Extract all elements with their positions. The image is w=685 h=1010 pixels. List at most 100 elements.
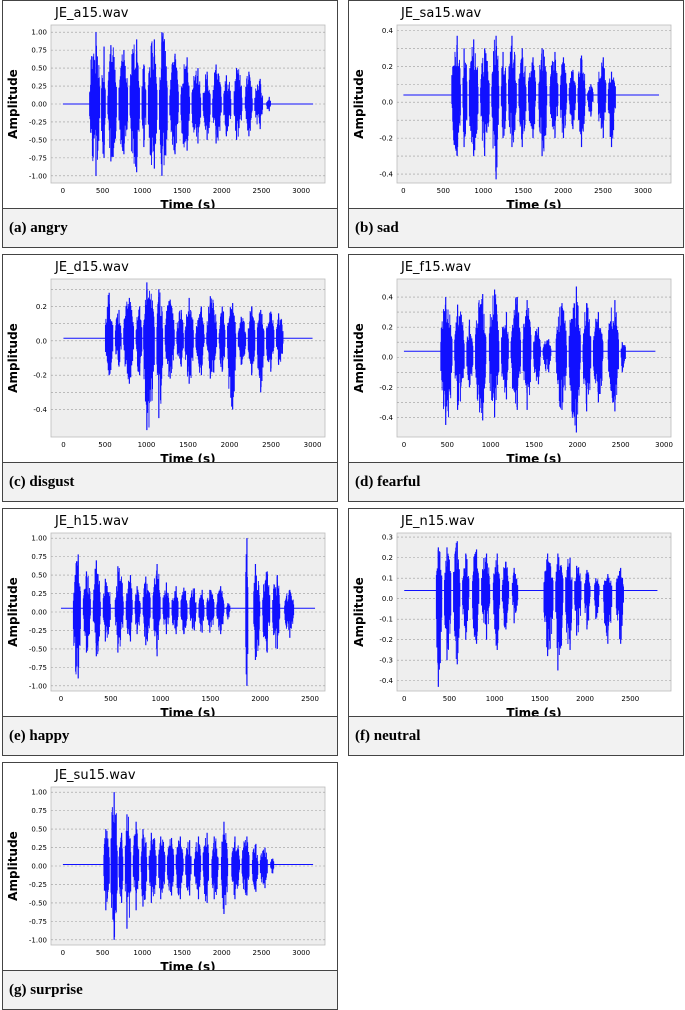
- y-tick-label: -0.2: [379, 135, 393, 143]
- y-axis-label: Amplitude: [352, 577, 366, 647]
- y-tick-label: 1.00: [31, 789, 47, 797]
- y-tick-label: 0.00: [31, 863, 47, 871]
- x-axis-label: Time (s): [160, 452, 215, 463]
- x-tick-label: 1500: [179, 441, 197, 449]
- y-tick-label: -0.50: [29, 645, 47, 653]
- x-tick-label: 1500: [173, 187, 191, 195]
- y-tick-label: -0.25: [29, 881, 47, 889]
- chart-title: JE_a15.wav: [54, 6, 129, 21]
- y-tick-label: 0.0: [36, 337, 47, 345]
- x-tick-label: 1000: [138, 441, 156, 449]
- y-tick-label: 0.25: [31, 590, 47, 598]
- waveform: [404, 541, 658, 687]
- waveform-chart: -1.00 -0.75 -0.50 -0.25 0.00 0.25 0.50 0.75 1.00…: [6, 514, 326, 717]
- panel-1: -1.00 -0.75 -0.50 -0.25 0.00 0.25 0.50 0.75 1.00…: [2, 0, 338, 248]
- x-tick-label: 3000: [655, 441, 673, 449]
- x-axis-label: Time (s): [160, 706, 215, 717]
- chart-title: JE_f15.wav: [400, 260, 471, 275]
- chart-title: JE_su15.wav: [54, 768, 136, 783]
- x-tick-label: 2000: [213, 187, 231, 195]
- x-tick-label: 2500: [594, 187, 612, 195]
- y-tick-label: -0.4: [379, 171, 393, 179]
- panel-2: -0.4 -0.2 0.0 0.2 0.4 0 500 1000 1500 2000 2500 300…: [348, 0, 684, 248]
- y-tick-label: 0.0: [382, 595, 393, 603]
- x-axis-label: Time (s): [506, 452, 561, 463]
- chart-title: JE_h15.wav: [54, 514, 129, 529]
- x-tick-label: 3000: [292, 949, 310, 957]
- x-tick-label: 0: [61, 949, 65, 957]
- x-tick-label: 500: [98, 441, 111, 449]
- y-tick-label: -0.75: [29, 918, 47, 926]
- x-tick-label: 2500: [253, 949, 271, 957]
- x-tick-label: 500: [437, 187, 450, 195]
- y-tick-label: 0.00: [31, 101, 47, 109]
- x-tick-label: 2000: [213, 949, 231, 957]
- panel-caption: (e) happy: [3, 716, 337, 755]
- y-tick-label: -1.00: [29, 172, 47, 180]
- x-tick-label: 1000: [482, 441, 500, 449]
- x-tick-label: 500: [96, 187, 109, 195]
- y-axis-label: Amplitude: [6, 69, 20, 139]
- y-tick-label: -0.4: [33, 406, 47, 414]
- plot-area: [396, 532, 672, 692]
- panel-5: -1.00 -0.75 -0.50 -0.25 0.00 0.25 0.50 0.75 1.00…: [2, 508, 338, 756]
- y-axis-label: Amplitude: [352, 323, 366, 393]
- panel-caption: (b) sad: [349, 208, 683, 247]
- waveform: [63, 282, 313, 431]
- panel-caption: (g) surprise: [3, 970, 337, 1009]
- x-tick-label: 1000: [133, 187, 151, 195]
- y-tick-label: 0.2: [382, 554, 393, 562]
- y-tick-label: 0.00: [31, 609, 47, 617]
- y-tick-label: -0.75: [29, 154, 47, 162]
- y-tick-label: 1.00: [31, 535, 47, 543]
- waveform-chart: -0.4 -0.2 0.0 0.2 0.4 0 500 1000 1500 2000 2500 300…: [352, 260, 673, 463]
- x-tick-label: 500: [96, 949, 109, 957]
- x-tick-label: 3000: [292, 187, 310, 195]
- x-tick-label: 3000: [634, 187, 652, 195]
- y-tick-label: -0.25: [29, 627, 47, 635]
- waveform-chart: -0.4 -0.2 0.0 0.2 0.4 0 500 1000 1500 2000 2500 300…: [352, 6, 672, 209]
- y-tick-label: -0.50: [29, 136, 47, 144]
- x-tick-label: 2000: [251, 695, 269, 703]
- y-tick-label: 0.75: [31, 807, 47, 815]
- panel-4: -0.4 -0.2 0.0 0.2 0.4 0 500 1000 1500 2000 2500 300…: [348, 254, 684, 502]
- y-axis-label: Amplitude: [6, 831, 20, 901]
- x-tick-label: 0: [401, 187, 405, 195]
- y-tick-label: 0.2: [36, 303, 47, 311]
- x-tick-label: 1500: [173, 949, 191, 957]
- x-tick-label: 2000: [554, 187, 572, 195]
- y-tick-label: 0.50: [31, 826, 47, 834]
- y-tick-label: 0.4: [382, 294, 394, 302]
- waveform-chart: -0.4 -0.2 0.0 0.2 0 500 1000 1500 2000 2500 3000 JE…: [6, 260, 326, 463]
- y-tick-label: 0.50: [31, 572, 47, 580]
- waveform: [60, 538, 316, 686]
- x-tick-label: 0: [402, 695, 406, 703]
- chart-title: JE_d15.wav: [54, 260, 129, 275]
- x-tick-label: 1000: [133, 949, 151, 957]
- x-tick-label: 2500: [301, 695, 319, 703]
- y-tick-label: -0.4: [379, 677, 393, 685]
- y-tick-label: 0.50: [31, 65, 47, 73]
- y-tick-label: 0.0: [382, 354, 393, 362]
- x-tick-label: 3000: [304, 441, 322, 449]
- panel-caption: (d) fearful: [349, 462, 683, 501]
- x-tick-label: 2500: [612, 441, 630, 449]
- x-axis-label: Time (s): [506, 198, 561, 209]
- y-tick-label: -0.25: [29, 118, 47, 126]
- x-tick-label: 1000: [152, 695, 170, 703]
- y-tick-label: -0.2: [379, 636, 393, 644]
- y-tick-label: -0.2: [379, 384, 393, 392]
- y-tick-label: 0.1: [382, 575, 393, 583]
- x-tick-label: 2000: [568, 441, 586, 449]
- y-tick-label: -0.75: [29, 664, 47, 672]
- chart-title: JE_n15.wav: [400, 514, 475, 529]
- x-tick-label: 0: [402, 441, 406, 449]
- panel-3: -0.4 -0.2 0.0 0.2 0 500 1000 1500 2000 2500 3000 JE…: [2, 254, 338, 502]
- y-tick-label: -0.2: [33, 372, 47, 380]
- panel-6: -0.4 -0.3 -0.2 -0.1 0.0 0.1 0.2 0.3 0 500 1000 1500…: [348, 508, 684, 756]
- waveform: [62, 32, 314, 176]
- y-tick-label: 0.2: [382, 63, 393, 71]
- y-tick-label: 0.2: [382, 324, 393, 332]
- x-tick-label: 500: [443, 695, 456, 703]
- y-axis-label: Amplitude: [6, 577, 20, 647]
